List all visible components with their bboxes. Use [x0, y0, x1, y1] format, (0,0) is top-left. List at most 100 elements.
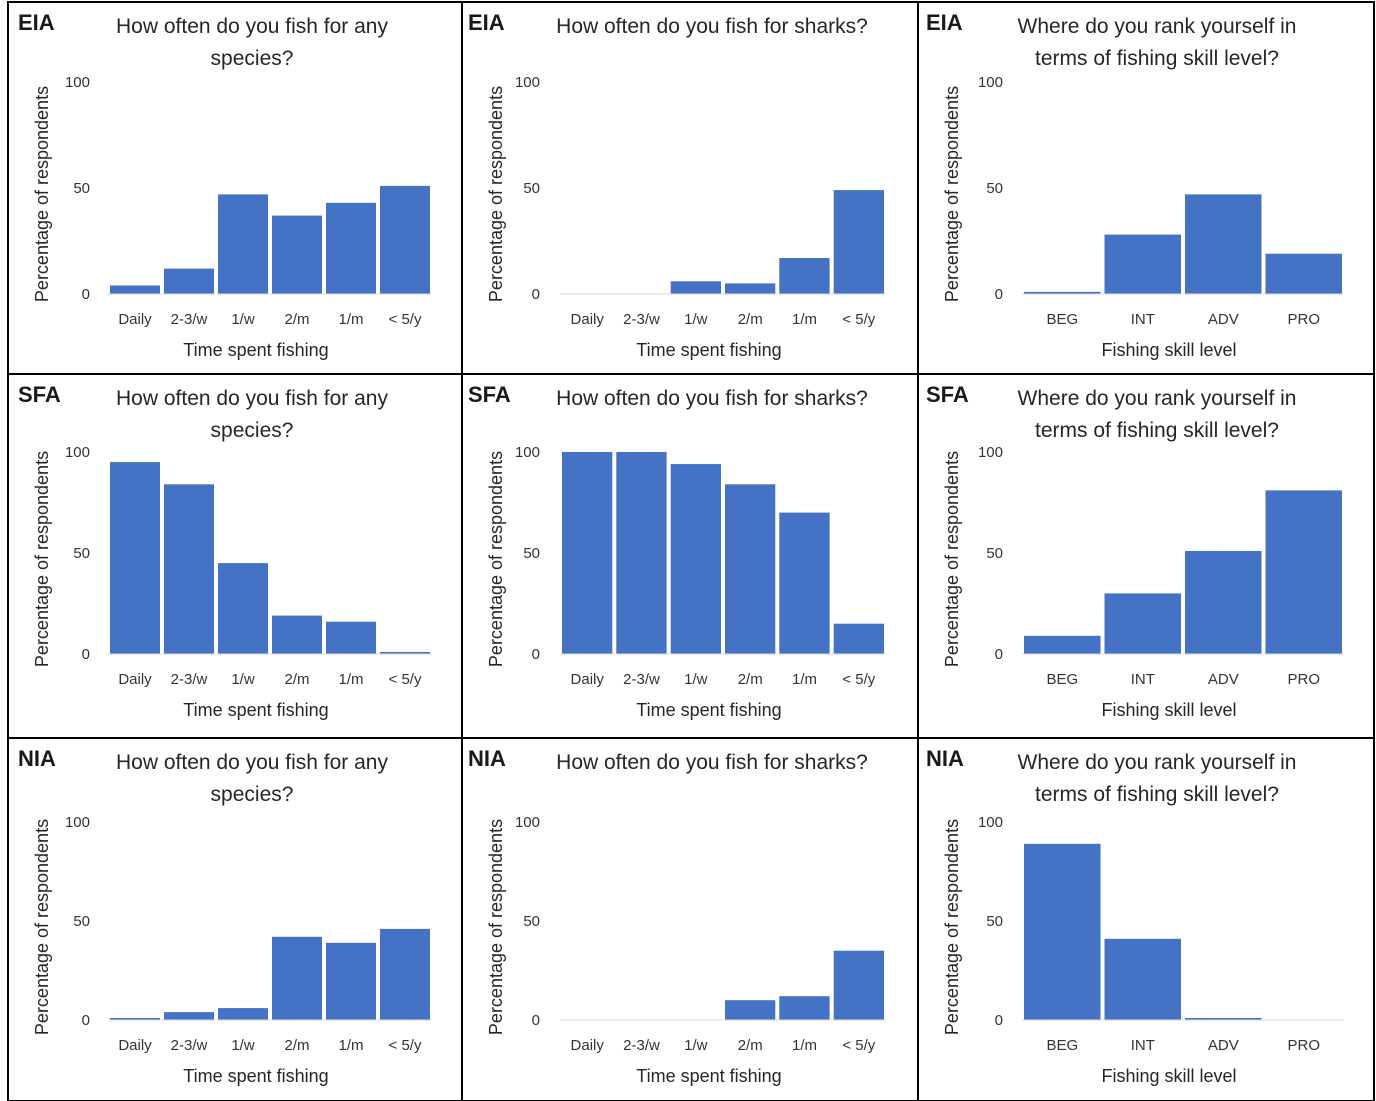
chart-title: How often do you fish for any [116, 15, 388, 38]
x-tick-label: < 5/y [842, 671, 875, 688]
bar [725, 484, 776, 654]
bar [1104, 938, 1181, 1020]
x-tick-label: Daily [118, 311, 152, 328]
x-axis-label: Time spent fishing [183, 1066, 328, 1086]
x-tick-label: < 5/y [389, 311, 422, 328]
y-tick-label: 100 [515, 444, 540, 461]
bar [725, 1000, 776, 1020]
panel-label: EIA [468, 10, 505, 35]
y-tick-label: 0 [995, 286, 1003, 303]
y-tick-label: 100 [65, 814, 90, 831]
x-tick-label: 1/m [338, 311, 363, 328]
y-tick-label: 50 [986, 913, 1003, 930]
y-axis-label: Percentage of respondents [486, 86, 506, 302]
bar [380, 928, 430, 1020]
bar [1185, 194, 1262, 294]
bar [1024, 635, 1101, 654]
chart-title: Where do you rank yourself in [1018, 387, 1297, 410]
x-tick-label: INT [1131, 671, 1155, 688]
x-tick-label: Daily [571, 671, 605, 688]
x-tick-label: INT [1131, 1037, 1155, 1054]
x-tick-label: ADV [1208, 671, 1239, 688]
bar [1104, 593, 1181, 654]
x-tick-label: 2/m [284, 311, 309, 328]
x-tick-label: BEG [1046, 671, 1078, 688]
panel-label: EIA [926, 10, 963, 35]
x-tick-label: INT [1131, 311, 1155, 328]
x-tick-label: 2/m [738, 311, 763, 328]
chart-title: Where do you rank yourself in [1018, 751, 1297, 774]
panel-label: SFA [468, 382, 511, 407]
y-axis-label: Percentage of respondents [486, 451, 506, 667]
x-axis-label: Time spent fishing [183, 340, 328, 360]
outer-border [7, 1, 1375, 1101]
chart-title: How often do you fish for sharks? [556, 751, 868, 774]
y-tick-label: 100 [978, 444, 1003, 461]
panel-label: NIA [926, 746, 964, 771]
y-tick-label: 100 [65, 444, 90, 461]
chart-sfa-freq-any: SFA How often do you fish for any species?… [18, 382, 432, 720]
x-tick-label: < 5/y [389, 1037, 422, 1054]
x-tick-label: Daily [118, 1037, 152, 1054]
x-tick-label: 1/m [338, 1037, 363, 1054]
x-axis-label: Fishing skill level [1101, 1066, 1236, 1086]
bar [1185, 1018, 1262, 1020]
y-axis-label: Percentage of respondents [32, 451, 52, 667]
y-tick-label: 50 [986, 180, 1003, 197]
y-tick-label: 50 [523, 545, 540, 562]
x-tick-label: 1/m [792, 1037, 817, 1054]
x-tick-label: PRO [1288, 1037, 1321, 1054]
y-tick-label: 100 [978, 74, 1003, 91]
x-tick-label: 1/w [231, 1037, 255, 1054]
bar [110, 462, 160, 654]
x-tick-label: 1/m [792, 671, 817, 688]
y-tick-label: 0 [532, 646, 540, 663]
bar [164, 1012, 214, 1020]
y-tick-label: 50 [73, 913, 90, 930]
bar [272, 615, 322, 654]
y-tick-label: 0 [82, 286, 90, 303]
x-tick-label: ADV [1208, 311, 1239, 328]
x-tick-label: Daily [571, 1037, 605, 1054]
chart-title: How often do you fish for any [116, 751, 388, 774]
bar [1265, 490, 1342, 654]
chart-title: species? [211, 47, 294, 70]
bar [1265, 253, 1342, 294]
y-tick-label: 50 [986, 545, 1003, 562]
x-tick-label: ADV [1208, 1037, 1239, 1054]
x-tick-label: PRO [1288, 671, 1321, 688]
bar [779, 512, 830, 654]
x-tick-label: 2-3/w [171, 671, 208, 688]
y-tick-label: 0 [532, 1012, 540, 1029]
x-tick-label: < 5/y [842, 311, 875, 328]
y-axis-label: Percentage of respondents [942, 819, 962, 1035]
y-axis-label: Percentage of respondents [942, 86, 962, 302]
bar [1024, 843, 1101, 1020]
chart-eia-skill: EIA Where do you rank yourself in terms of… [926, 10, 1344, 360]
x-tick-label: 2-3/w [171, 1037, 208, 1054]
bar [326, 621, 376, 654]
x-axis-label: Time spent fishing [183, 700, 328, 720]
bar [779, 996, 830, 1020]
y-tick-label: 50 [73, 180, 90, 197]
chart-nia-freq-any: NIA How often do you fish for any species?… [18, 746, 432, 1086]
chart-sfa-skill: SFA Where do you rank yourself in terms of… [926, 382, 1344, 720]
y-tick-label: 50 [523, 180, 540, 197]
bar [562, 452, 613, 654]
bar [779, 258, 830, 294]
bar [833, 623, 884, 654]
y-axis-label: Percentage of respondents [486, 819, 506, 1035]
bar [272, 936, 322, 1020]
bar [326, 942, 376, 1020]
chart-title: How often do you fish for any [116, 387, 388, 410]
bar [833, 950, 884, 1020]
x-tick-label: Daily [571, 311, 605, 328]
x-tick-label: 2/m [284, 671, 309, 688]
x-tick-label: 1/m [338, 671, 363, 688]
x-tick-label: 2/m [284, 1037, 309, 1054]
y-tick-label: 0 [995, 646, 1003, 663]
y-tick-label: 0 [995, 1012, 1003, 1029]
bar [380, 185, 430, 294]
x-tick-label: 2-3/w [171, 311, 208, 328]
